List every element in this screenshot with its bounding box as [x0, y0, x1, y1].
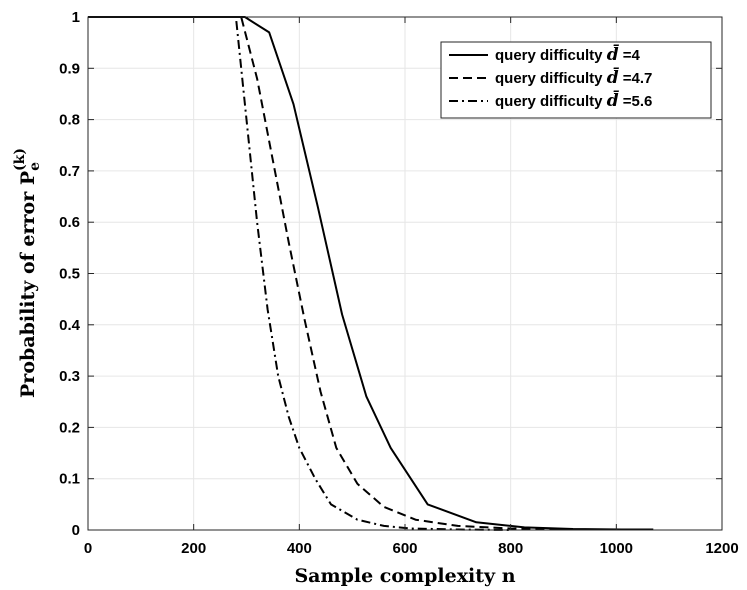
y-tick-label: 1	[72, 9, 80, 26]
legend-entry-1: query difficulty d̄ =4	[495, 44, 641, 65]
x-tick-label: 400	[287, 540, 312, 557]
x-tick-label: 200	[181, 540, 206, 557]
y-tick-label: 0.2	[59, 419, 80, 436]
legend-entry-3: query difficulty d̄ =5.6	[495, 90, 652, 111]
legend-label-value: =5.6	[619, 93, 653, 110]
legend-label-value: =4.7	[619, 70, 653, 87]
legend-label-value: =4	[619, 47, 641, 64]
legend-label-symbol: d̄	[607, 67, 620, 88]
legend-label-prefix: query difficulty	[495, 70, 607, 87]
x-tick-label: 1000	[600, 540, 633, 557]
x-tick-label: 1200	[705, 540, 738, 557]
y-axis-title-main: Probability of error P	[17, 171, 39, 398]
legend-entry-2: query difficulty d̄ =4.7	[495, 67, 652, 88]
svg-text:Probability of error Pe(k): Probability of error Pe(k)	[12, 148, 43, 398]
legend-label-symbol: d̄	[607, 90, 620, 111]
y-tick-label: 0.3	[59, 368, 80, 385]
y-axis-title-superscript: (k)	[12, 148, 28, 171]
series-line-2	[88, 16, 575, 531]
y-tick-label: 0	[72, 522, 80, 539]
legend-label-prefix: query difficulty	[495, 47, 607, 64]
x-axis-title: Sample complexity n	[294, 565, 515, 587]
y-tick-label: 0.9	[59, 60, 80, 77]
tick-labels: 0 200 400 600 800 1000 1200 0 0.1 0.2 0.3 0.4 0.5 0.6…	[59, 9, 739, 557]
y-axis-title-subscript: e	[27, 162, 43, 171]
grid	[88, 17, 722, 530]
y-tick-label: 0.4	[59, 317, 81, 334]
y-axis-title: Probability of error Pe(k)	[12, 148, 43, 398]
x-tick-label: 0	[84, 540, 92, 557]
legend-label-symbol: d̄	[607, 44, 620, 65]
y-tick-label: 0.1	[59, 471, 80, 488]
x-tick-label: 600	[392, 540, 417, 557]
y-tick-label: 0.8	[59, 112, 80, 129]
x-tick-label: 800	[498, 540, 523, 557]
legend-label-prefix: query difficulty	[495, 93, 607, 110]
y-tick-label: 0.6	[59, 214, 80, 231]
y-tick-label: 0.5	[59, 266, 80, 283]
y-tick-label: 0.7	[59, 163, 80, 180]
